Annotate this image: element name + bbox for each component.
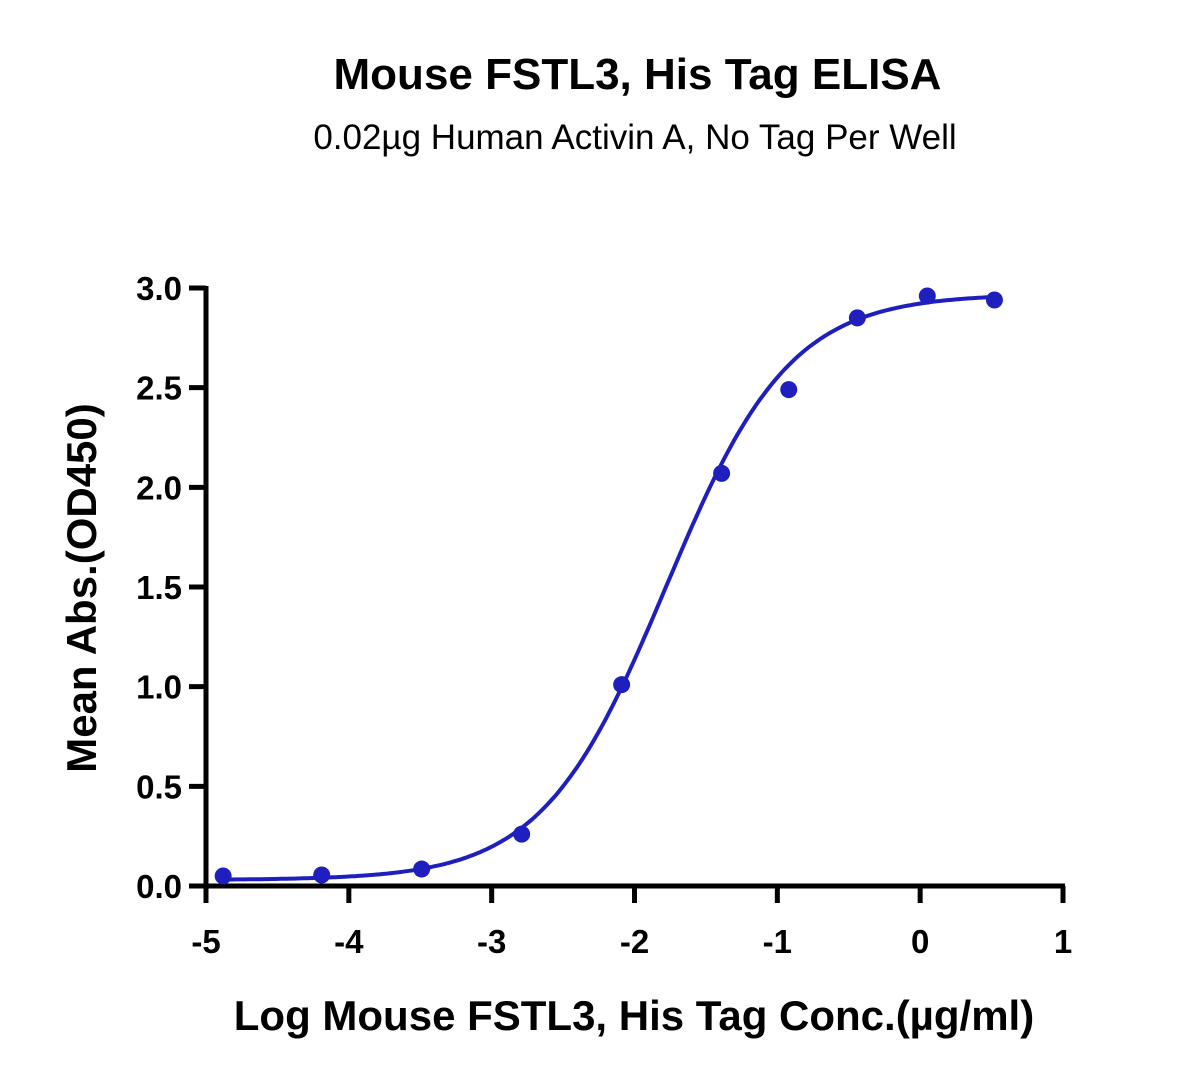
data-point [214,867,232,885]
data-points-layer [214,287,1003,885]
x-tick-label: -1 [763,923,792,960]
data-point [413,860,431,878]
data-point [918,287,936,305]
y-tick-label: 3.0 [136,270,182,307]
x-tick-label: 0 [911,923,929,960]
y-tick-label: 0.0 [136,868,182,905]
y-tick-label: 1.0 [136,669,182,706]
data-point [313,866,331,884]
data-point [613,676,631,694]
chart-subtitle: 0.02µg Human Activin A, No Tag Per Well [313,118,957,157]
data-point [713,464,731,482]
y-tick-label: 2.5 [136,370,182,407]
x-axis-title: Log Mouse FSTL3, His Tag Conc.(µg/ml) [234,992,1034,1039]
fit-curve-layer [223,294,995,882]
y-tick-label: 0.5 [136,768,182,805]
x-tick-label: -4 [334,923,364,960]
fit-curve [223,294,995,882]
x-tick-label: -2 [620,923,649,960]
y-axis-title: Mean Abs.(OD450) [58,403,105,773]
data-point [848,309,866,327]
x-tick-label: 1 [1054,923,1072,960]
axes: -5 -4 -3 -2 -1 0 1 0.0 0.5 1.0 1.5 2.0 2.5 3.0 [136,270,1072,960]
y-tick-label: 1.5 [136,569,182,606]
data-point [513,825,531,843]
x-tick-label: -3 [477,923,506,960]
chart-title: Mouse FSTL3, His Tag ELISA [333,50,942,99]
x-tick-label: -5 [191,923,220,960]
data-point [780,381,798,399]
y-tick-label: 2.0 [136,469,182,506]
data-point [985,291,1003,309]
